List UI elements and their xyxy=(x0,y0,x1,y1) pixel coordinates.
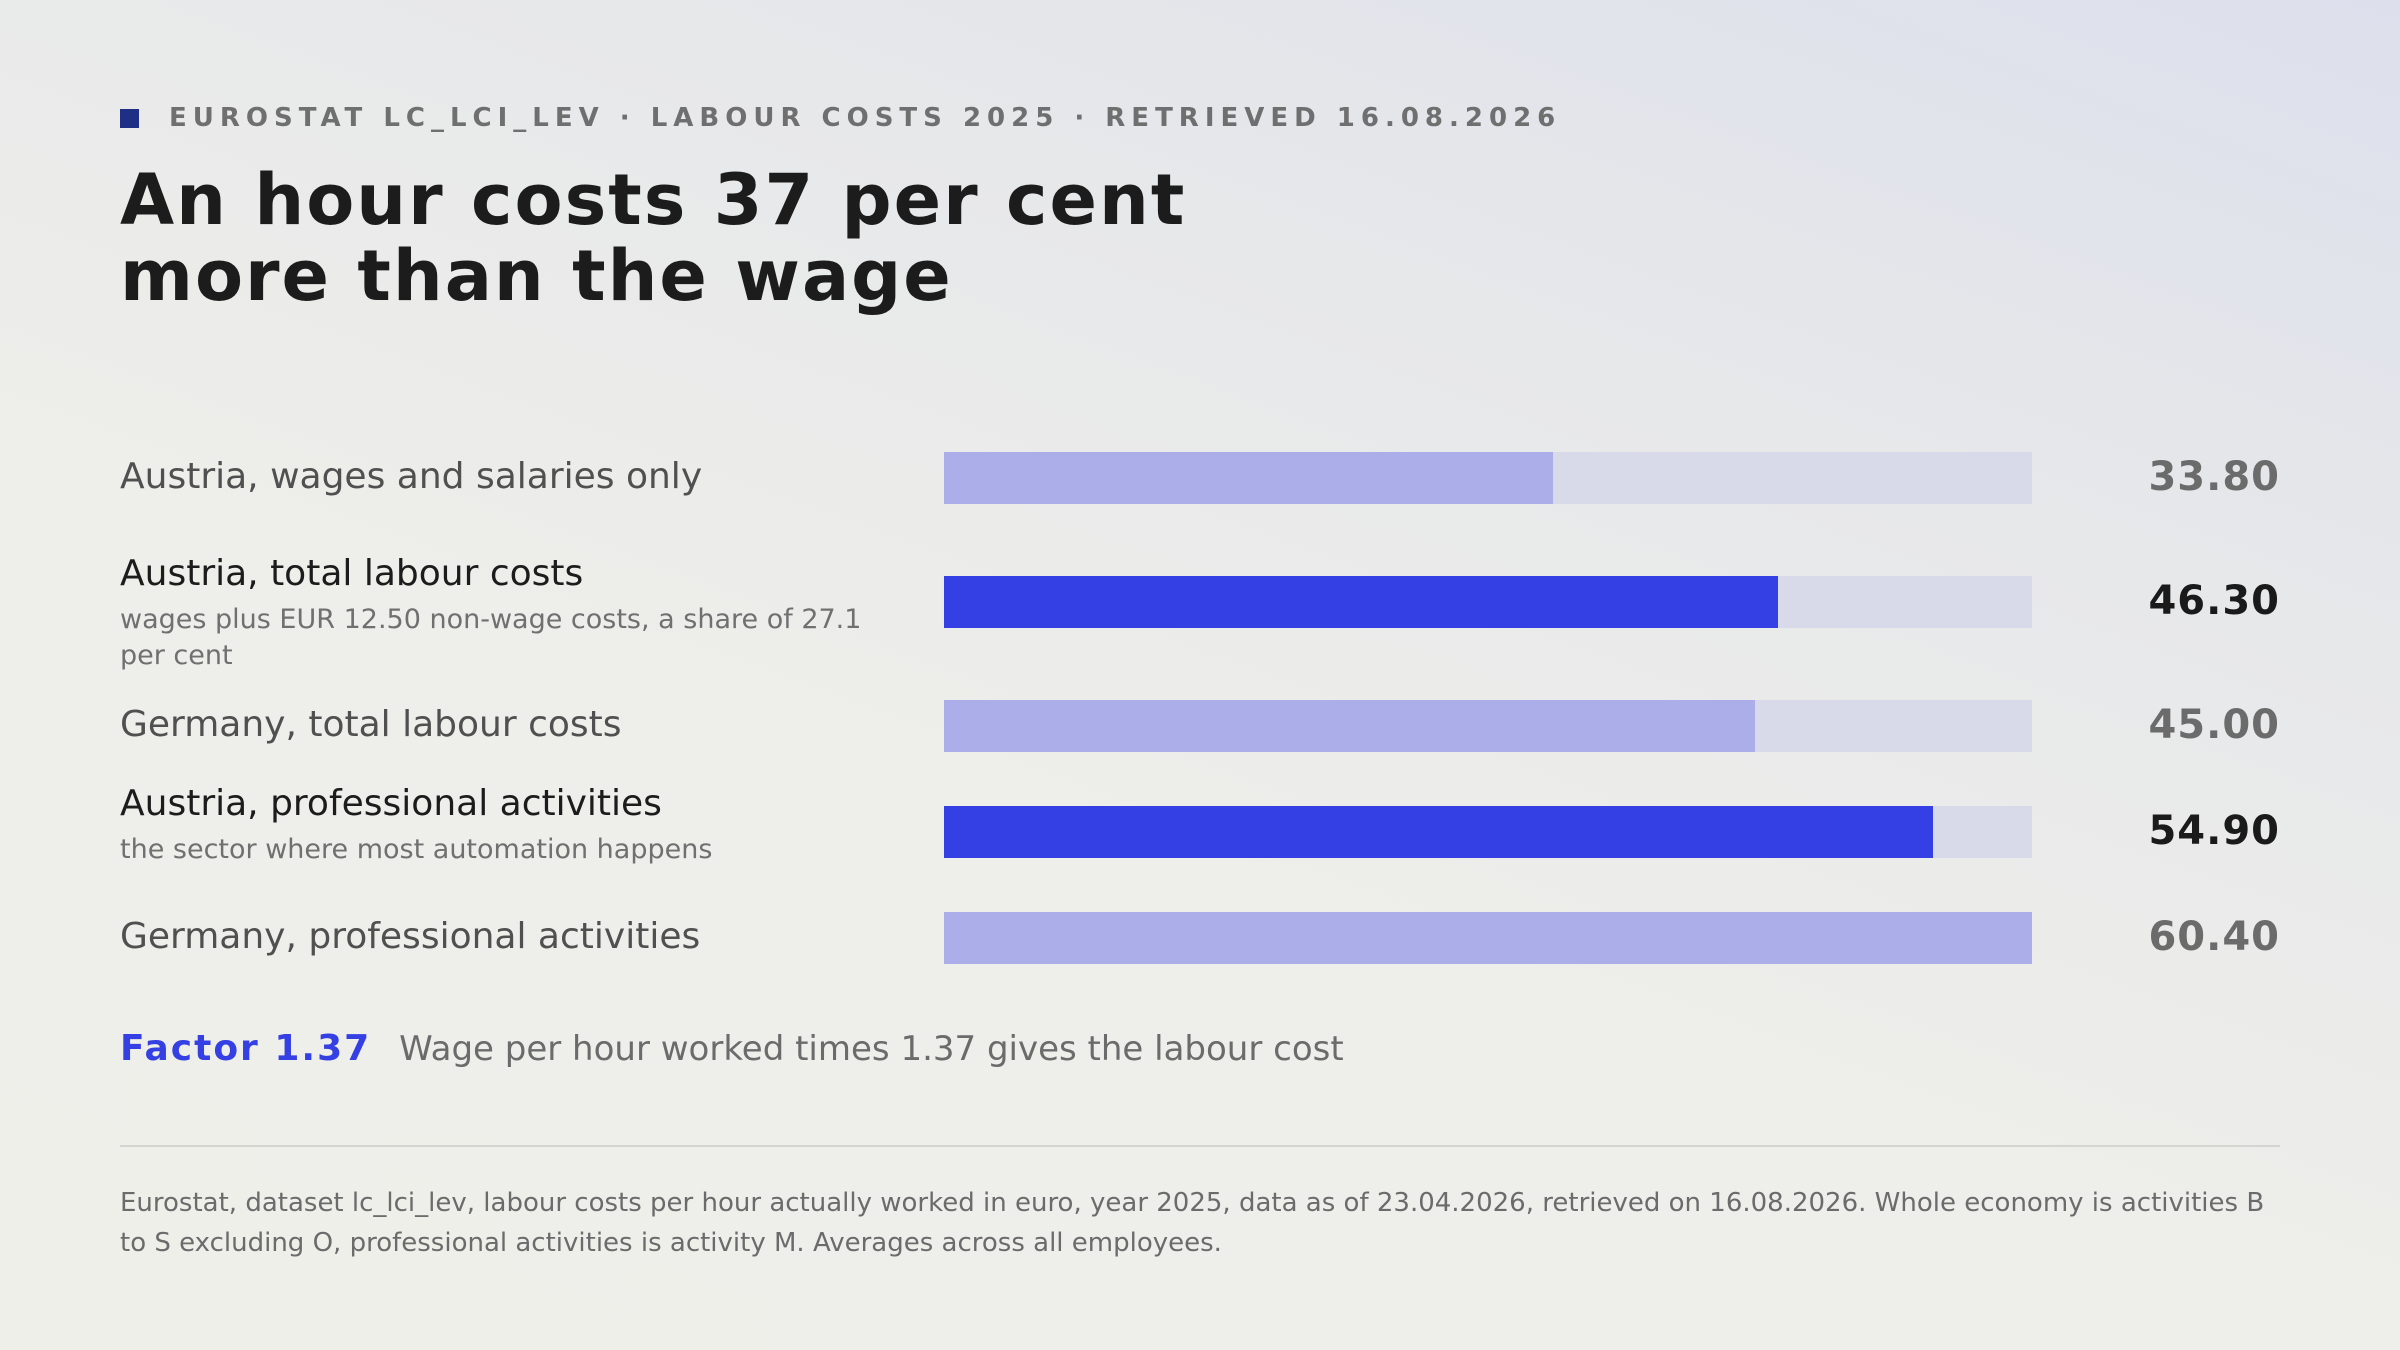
bar-track xyxy=(944,452,2032,504)
factor-callout: Factor 1.37 Wage per hour worked times 1… xyxy=(120,1028,1344,1069)
bar-track xyxy=(944,806,2032,858)
bar-chart: Austria, wages and salaries only 33.80 Aus… xyxy=(120,0,2280,1100)
bar xyxy=(944,912,2032,964)
row-label-block: Germany, total labour costs xyxy=(120,703,920,747)
divider xyxy=(120,1145,2280,1147)
bar xyxy=(944,452,1553,504)
category-label: Germany, professional activities xyxy=(120,916,701,957)
value-label: 60.40 xyxy=(2148,914,2280,960)
row-label-block: Austria, total labour costs wages plus EU… xyxy=(120,552,920,674)
value-label: 54.90 xyxy=(2148,808,2280,854)
category-label: Austria, wages and salaries only xyxy=(120,456,703,497)
title-line-1: An hour costs 37 per cent xyxy=(120,159,1187,241)
value-label: 45.00 xyxy=(2148,702,2280,748)
bar xyxy=(944,806,1933,858)
category-label: Austria, professional activities xyxy=(120,783,662,824)
value-label: 46.30 xyxy=(2148,578,2280,624)
page: EUROSTAT LC_LCI_LEV · LABOUR COSTS 2025 … xyxy=(120,0,2280,1350)
page-title: An hour costs 37 per cent more than the … xyxy=(120,162,1320,314)
row-label-block: Austria, professional activities the sect… xyxy=(120,782,920,868)
factor-description: Wage per hour worked times 1.37 gives th… xyxy=(399,1029,1344,1069)
source-footnote: Eurostat, dataset lc_lci_lev, labour cos… xyxy=(120,1188,2265,1258)
category-sublabel: the sector where most automation happens xyxy=(120,834,713,865)
bar-track xyxy=(944,700,2032,752)
bar-track xyxy=(944,912,2032,964)
category-label: Austria, total labour costs xyxy=(120,553,584,594)
title-line-2: more than the wage xyxy=(120,235,953,317)
value-label: 33.80 xyxy=(2148,454,2280,500)
category-label: Germany, total labour costs xyxy=(120,704,622,745)
eyebrow-text: EUROSTAT LC_LCI_LEV · LABOUR COSTS 2025 … xyxy=(169,103,1562,133)
row-label-block: Austria, wages and salaries only xyxy=(120,455,920,499)
row-label-block: Germany, professional activities xyxy=(120,915,920,959)
category-sublabel: wages plus EUR 12.50 non-wage costs, a s… xyxy=(120,604,862,671)
bar xyxy=(944,700,1755,752)
eyebrow: EUROSTAT LC_LCI_LEV · LABOUR COSTS 2025 … xyxy=(120,103,1562,133)
square-marker-icon xyxy=(120,108,139,128)
bar-track xyxy=(944,576,2032,628)
bar xyxy=(944,576,1778,628)
factor-key: Factor 1.37 xyxy=(120,1028,372,1069)
